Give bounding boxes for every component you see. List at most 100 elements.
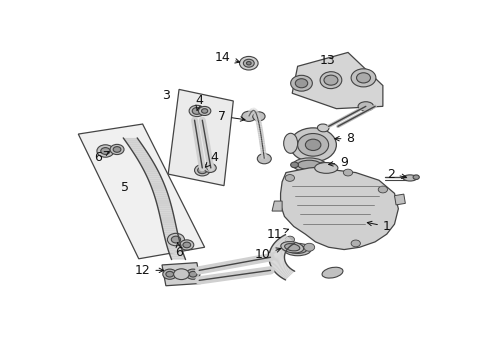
Circle shape xyxy=(285,175,294,181)
Polygon shape xyxy=(156,202,171,204)
Polygon shape xyxy=(156,200,171,202)
Polygon shape xyxy=(283,235,294,244)
Circle shape xyxy=(304,243,315,251)
Polygon shape xyxy=(165,240,180,242)
Polygon shape xyxy=(276,240,290,247)
Circle shape xyxy=(163,269,177,279)
Polygon shape xyxy=(159,213,173,215)
Polygon shape xyxy=(149,181,164,183)
Polygon shape xyxy=(127,144,143,146)
Polygon shape xyxy=(142,166,157,168)
Polygon shape xyxy=(165,238,179,240)
Circle shape xyxy=(110,144,124,154)
Ellipse shape xyxy=(285,244,300,251)
Polygon shape xyxy=(271,247,286,252)
Polygon shape xyxy=(143,168,158,170)
Polygon shape xyxy=(137,158,152,160)
Polygon shape xyxy=(269,258,285,261)
Polygon shape xyxy=(162,228,177,229)
Circle shape xyxy=(189,271,197,277)
Circle shape xyxy=(198,107,211,116)
Text: 6: 6 xyxy=(95,150,109,164)
Polygon shape xyxy=(269,253,285,255)
Circle shape xyxy=(197,167,207,174)
Polygon shape xyxy=(145,172,160,174)
Polygon shape xyxy=(150,185,165,187)
Circle shape xyxy=(168,233,184,246)
Polygon shape xyxy=(166,244,181,246)
Polygon shape xyxy=(126,142,141,144)
Circle shape xyxy=(195,165,210,176)
Polygon shape xyxy=(283,270,294,279)
Circle shape xyxy=(166,271,173,277)
Polygon shape xyxy=(123,138,139,140)
Polygon shape xyxy=(275,266,289,273)
Polygon shape xyxy=(152,189,167,191)
Polygon shape xyxy=(278,238,291,246)
Polygon shape xyxy=(269,254,285,256)
Polygon shape xyxy=(274,243,288,249)
Polygon shape xyxy=(273,244,288,249)
Circle shape xyxy=(244,59,254,67)
Polygon shape xyxy=(170,256,185,258)
Polygon shape xyxy=(140,164,155,166)
Text: 5: 5 xyxy=(121,181,129,194)
Ellipse shape xyxy=(284,133,297,153)
Circle shape xyxy=(297,134,329,156)
Polygon shape xyxy=(271,262,286,267)
Polygon shape xyxy=(148,179,163,181)
Circle shape xyxy=(186,269,200,279)
Circle shape xyxy=(192,108,201,114)
Polygon shape xyxy=(164,236,179,238)
Text: 10: 10 xyxy=(255,248,281,261)
Polygon shape xyxy=(139,162,154,164)
Circle shape xyxy=(378,186,388,193)
Polygon shape xyxy=(270,261,285,265)
Polygon shape xyxy=(170,254,184,256)
Polygon shape xyxy=(144,170,159,172)
Polygon shape xyxy=(166,242,180,244)
Polygon shape xyxy=(153,191,168,193)
Polygon shape xyxy=(269,258,285,259)
Text: 11: 11 xyxy=(267,228,289,240)
Polygon shape xyxy=(270,251,285,255)
Polygon shape xyxy=(131,150,147,152)
Ellipse shape xyxy=(293,158,325,172)
Polygon shape xyxy=(169,252,183,254)
Polygon shape xyxy=(278,269,291,276)
Ellipse shape xyxy=(297,160,321,170)
Text: 2: 2 xyxy=(387,168,406,181)
Polygon shape xyxy=(269,257,285,258)
Polygon shape xyxy=(135,156,150,158)
Polygon shape xyxy=(164,234,178,236)
Polygon shape xyxy=(270,262,286,266)
Text: 4: 4 xyxy=(195,94,203,111)
Ellipse shape xyxy=(288,246,307,253)
Polygon shape xyxy=(272,245,287,250)
Polygon shape xyxy=(168,250,183,252)
Circle shape xyxy=(242,111,256,121)
Circle shape xyxy=(113,147,121,152)
Circle shape xyxy=(285,236,294,243)
Polygon shape xyxy=(149,183,165,185)
Circle shape xyxy=(97,145,114,157)
Circle shape xyxy=(101,148,110,154)
Polygon shape xyxy=(277,239,290,247)
Ellipse shape xyxy=(281,242,304,253)
Polygon shape xyxy=(270,250,285,253)
Polygon shape xyxy=(280,237,292,246)
Polygon shape xyxy=(272,264,287,270)
Text: 8: 8 xyxy=(335,132,354,145)
Polygon shape xyxy=(284,271,294,280)
Text: 6: 6 xyxy=(175,243,183,259)
Polygon shape xyxy=(124,140,140,142)
Polygon shape xyxy=(277,268,290,275)
Polygon shape xyxy=(167,246,181,248)
Polygon shape xyxy=(272,201,282,211)
Circle shape xyxy=(291,162,298,168)
Polygon shape xyxy=(271,246,287,251)
Ellipse shape xyxy=(315,163,338,173)
Polygon shape xyxy=(138,160,153,162)
Circle shape xyxy=(351,240,361,247)
Polygon shape xyxy=(162,263,201,286)
